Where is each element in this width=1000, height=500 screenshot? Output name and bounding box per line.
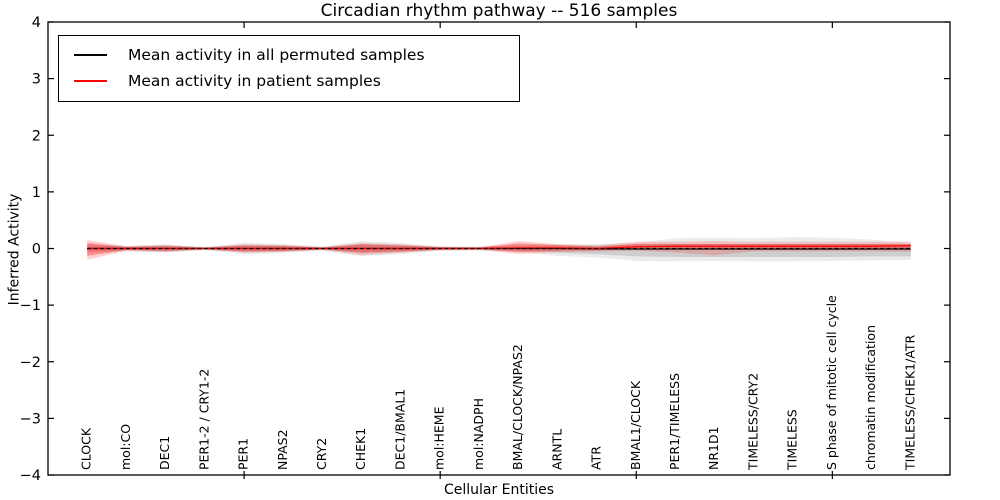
patient-outer-band <box>87 240 911 260</box>
y-tick-label: −1 <box>20 298 41 314</box>
x-category-label: CHEK1 <box>353 428 368 470</box>
y-tick-label: 4 <box>32 15 41 31</box>
y-tick-label: 3 <box>32 72 41 88</box>
y-tick-label: 0 <box>32 242 41 258</box>
x-axis-label: Cellular Entities <box>443 482 555 498</box>
x-category-label: ARNTL <box>549 429 564 470</box>
x-category-label: mol:HEME <box>432 406 447 470</box>
x-category-label: DEC1/BMAL1 <box>392 389 407 470</box>
x-category-label: mol:CO <box>118 424 133 470</box>
x-category-label: BMAL/CLOCK/NPAS2 <box>510 344 525 470</box>
y-axis-ticks: 4 3 2 1 0 −1 −2 −3 −4 <box>20 15 950 484</box>
x-category-labels: CLOCK mol:CO DEC1 PER1-2 / CRY1-2 PER1 NPAS2 C… <box>79 295 918 471</box>
y-tick-label: −4 <box>20 468 41 484</box>
x-category-label: CRY2 <box>314 438 329 470</box>
legend-row-permuted: Mean activity in all permuted samples <box>59 42 519 68</box>
x-category-label: PER1/TIMELESS <box>667 373 682 470</box>
x-category-label: NPAS2 <box>275 429 290 470</box>
x-axis-ticks <box>243 22 833 479</box>
x-category-label: TIMELESS/CHEK1/ATR <box>902 334 917 471</box>
x-category-label: ATR <box>589 446 604 470</box>
y-tick-label: 1 <box>32 185 41 201</box>
y-axis-label: Inferred Activity <box>6 193 23 306</box>
x-category-label: CLOCK <box>79 427 94 470</box>
legend: Mean activity in all permuted samples Me… <box>58 35 520 102</box>
x-category-label: PER1-2 / CRY1-2 <box>196 369 211 470</box>
y-tick-label: 2 <box>32 128 41 144</box>
patient-line-swatch <box>74 80 107 82</box>
permuted-outer-band <box>87 237 911 262</box>
legend-label-permuted: Mean activity in all permuted samples <box>128 46 425 64</box>
x-category-label: NR1D1 <box>706 426 721 470</box>
y-tick-label: −2 <box>20 355 41 371</box>
x-category-label: PER1 <box>236 438 251 470</box>
permuted-inner-band <box>87 243 911 257</box>
y-tick-label: −3 <box>20 411 41 427</box>
legend-label-patient: Mean activity in patient samples <box>128 72 381 90</box>
x-category-label: mol:NADPH <box>471 398 486 470</box>
series-lines <box>87 245 911 250</box>
x-category-label: DEC1 <box>157 436 172 470</box>
x-category-label: TIMELESS <box>785 409 800 471</box>
permuted-line-swatch <box>74 54 107 56</box>
x-category-label: BMAL1/CLOCK <box>628 380 643 470</box>
legend-row-patient: Mean activity in patient samples <box>59 68 519 94</box>
x-category-label: chromatin modification <box>863 325 878 470</box>
chart-title: Circadian rhythm pathway -- 516 samples <box>320 1 678 21</box>
x-category-label: S phase of mitotic cell cycle <box>824 295 839 470</box>
x-category-label: TIMELESS/CRY2 <box>745 373 760 471</box>
